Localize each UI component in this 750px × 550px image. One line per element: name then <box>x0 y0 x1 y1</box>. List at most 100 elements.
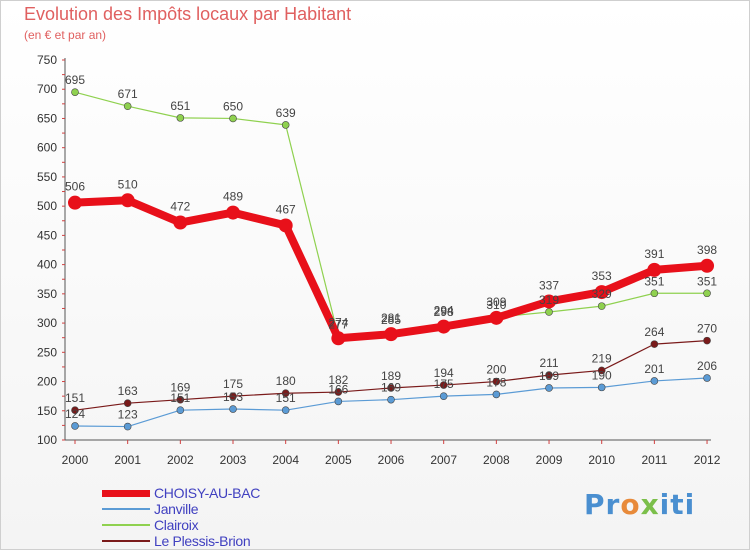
data-label: 285 <box>381 313 401 327</box>
data-point <box>647 262 662 277</box>
data-point <box>68 195 82 210</box>
data-label: 190 <box>592 368 612 382</box>
y-tick-label: 650 <box>37 111 57 125</box>
y-tick-label: 200 <box>37 375 57 389</box>
data-point <box>123 422 132 431</box>
data-point <box>545 384 553 392</box>
chart-title: Evolution des Impôts locaux par Habitant <box>24 4 352 24</box>
data-point <box>703 289 711 298</box>
data-point <box>173 215 188 230</box>
y-tick-label: 100 <box>37 433 57 447</box>
data-point <box>489 310 504 325</box>
data-point <box>176 395 185 404</box>
x-tick-label: 2002 <box>167 453 194 467</box>
legend-swatch <box>102 508 150 510</box>
data-point <box>650 340 659 348</box>
data-label: 298 <box>434 305 454 319</box>
data-point <box>123 102 132 110</box>
data-point <box>331 331 346 346</box>
data-label: 151 <box>276 391 296 405</box>
data-label: 510 <box>118 177 138 191</box>
data-label: 319 <box>539 293 559 307</box>
data-label: 353 <box>592 269 612 283</box>
x-tick-label: 2011 <box>641 453 667 467</box>
data-point <box>229 114 237 123</box>
data-point <box>176 114 185 122</box>
y-tick-label: 250 <box>37 345 57 359</box>
y-tick-label: 300 <box>37 316 57 330</box>
data-label: 163 <box>118 384 138 398</box>
axes: 100 150 200 250 300 350 400 450 500 550 600 650 700 7… <box>37 53 721 467</box>
y-tick-label: 600 <box>37 141 57 155</box>
x-tick-label: 2010 <box>588 453 615 467</box>
data-label: 206 <box>697 359 717 373</box>
data-point <box>387 384 395 392</box>
data-label: 124 <box>65 407 85 421</box>
series-le-plessis-brion <box>71 336 711 414</box>
data-point <box>281 389 290 398</box>
y-tick-label: 400 <box>37 258 57 272</box>
data-label: 310 <box>486 298 506 312</box>
data-label: 270 <box>697 322 717 336</box>
data-label: 200 <box>486 363 506 377</box>
data-label: 219 <box>592 351 612 365</box>
data-point <box>439 392 448 400</box>
data-label: 489 <box>223 190 243 204</box>
logo-part: iti <box>659 488 696 521</box>
data-label: 351 <box>697 274 717 288</box>
data-point <box>281 121 290 129</box>
y-tick-label: 750 <box>37 53 57 67</box>
data-point <box>597 366 606 375</box>
legend-swatch <box>102 489 150 497</box>
data-label: 153 <box>223 390 243 404</box>
data-point <box>334 397 343 406</box>
data-label: 151 <box>65 391 85 405</box>
data-point <box>384 327 399 342</box>
data-point <box>545 371 553 379</box>
data-label: 351 <box>644 274 664 288</box>
y-tick-label: 500 <box>37 199 57 213</box>
data-label: 398 <box>697 243 717 257</box>
data-label: 189 <box>539 369 559 383</box>
data-label: 309 <box>486 295 506 309</box>
series-layer <box>68 88 715 431</box>
data-point <box>436 319 451 334</box>
data-label: 329 <box>592 287 612 301</box>
data-label: 467 <box>276 202 296 216</box>
data-point <box>597 302 606 310</box>
data-point <box>703 336 711 345</box>
data-label: 169 <box>381 381 401 395</box>
data-point <box>120 193 135 208</box>
y-tick-label: 450 <box>37 228 57 242</box>
data-point <box>387 395 395 404</box>
data-point <box>597 383 606 392</box>
data-point <box>542 294 557 309</box>
logo-part: o <box>620 488 641 521</box>
data-point <box>545 308 553 316</box>
legend-swatch <box>102 540 150 542</box>
data-point <box>703 374 711 382</box>
data-label: 201 <box>644 362 664 376</box>
chart-subtitle: (en € et par an) <box>24 28 107 42</box>
x-tick-label: 2000 <box>62 453 89 467</box>
data-label: 211 <box>539 356 558 370</box>
data-label: 264 <box>644 325 664 339</box>
logo-part: x <box>640 488 660 521</box>
data-label: 337 <box>539 278 559 292</box>
data-label: 182 <box>328 373 348 387</box>
y-tick-label: 550 <box>37 170 57 184</box>
data-label: 169 <box>170 381 190 395</box>
data-label: 178 <box>486 375 506 389</box>
data-label: 277 <box>328 318 348 332</box>
data-label: 695 <box>65 73 85 87</box>
data-point <box>229 392 237 400</box>
data-point <box>439 381 448 389</box>
x-tick-label: 2008 <box>483 453 510 467</box>
legend-label: CHOISY-AU-BAC <box>154 485 261 501</box>
data-label: 671 <box>118 87 138 101</box>
data-label: 175 <box>223 377 243 391</box>
x-tick-label: 2005 <box>325 453 352 467</box>
data-point <box>226 205 241 220</box>
data-labels: 506 510 472 489 467 274 281 294 309 337 353 391 398 1… <box>65 73 717 421</box>
